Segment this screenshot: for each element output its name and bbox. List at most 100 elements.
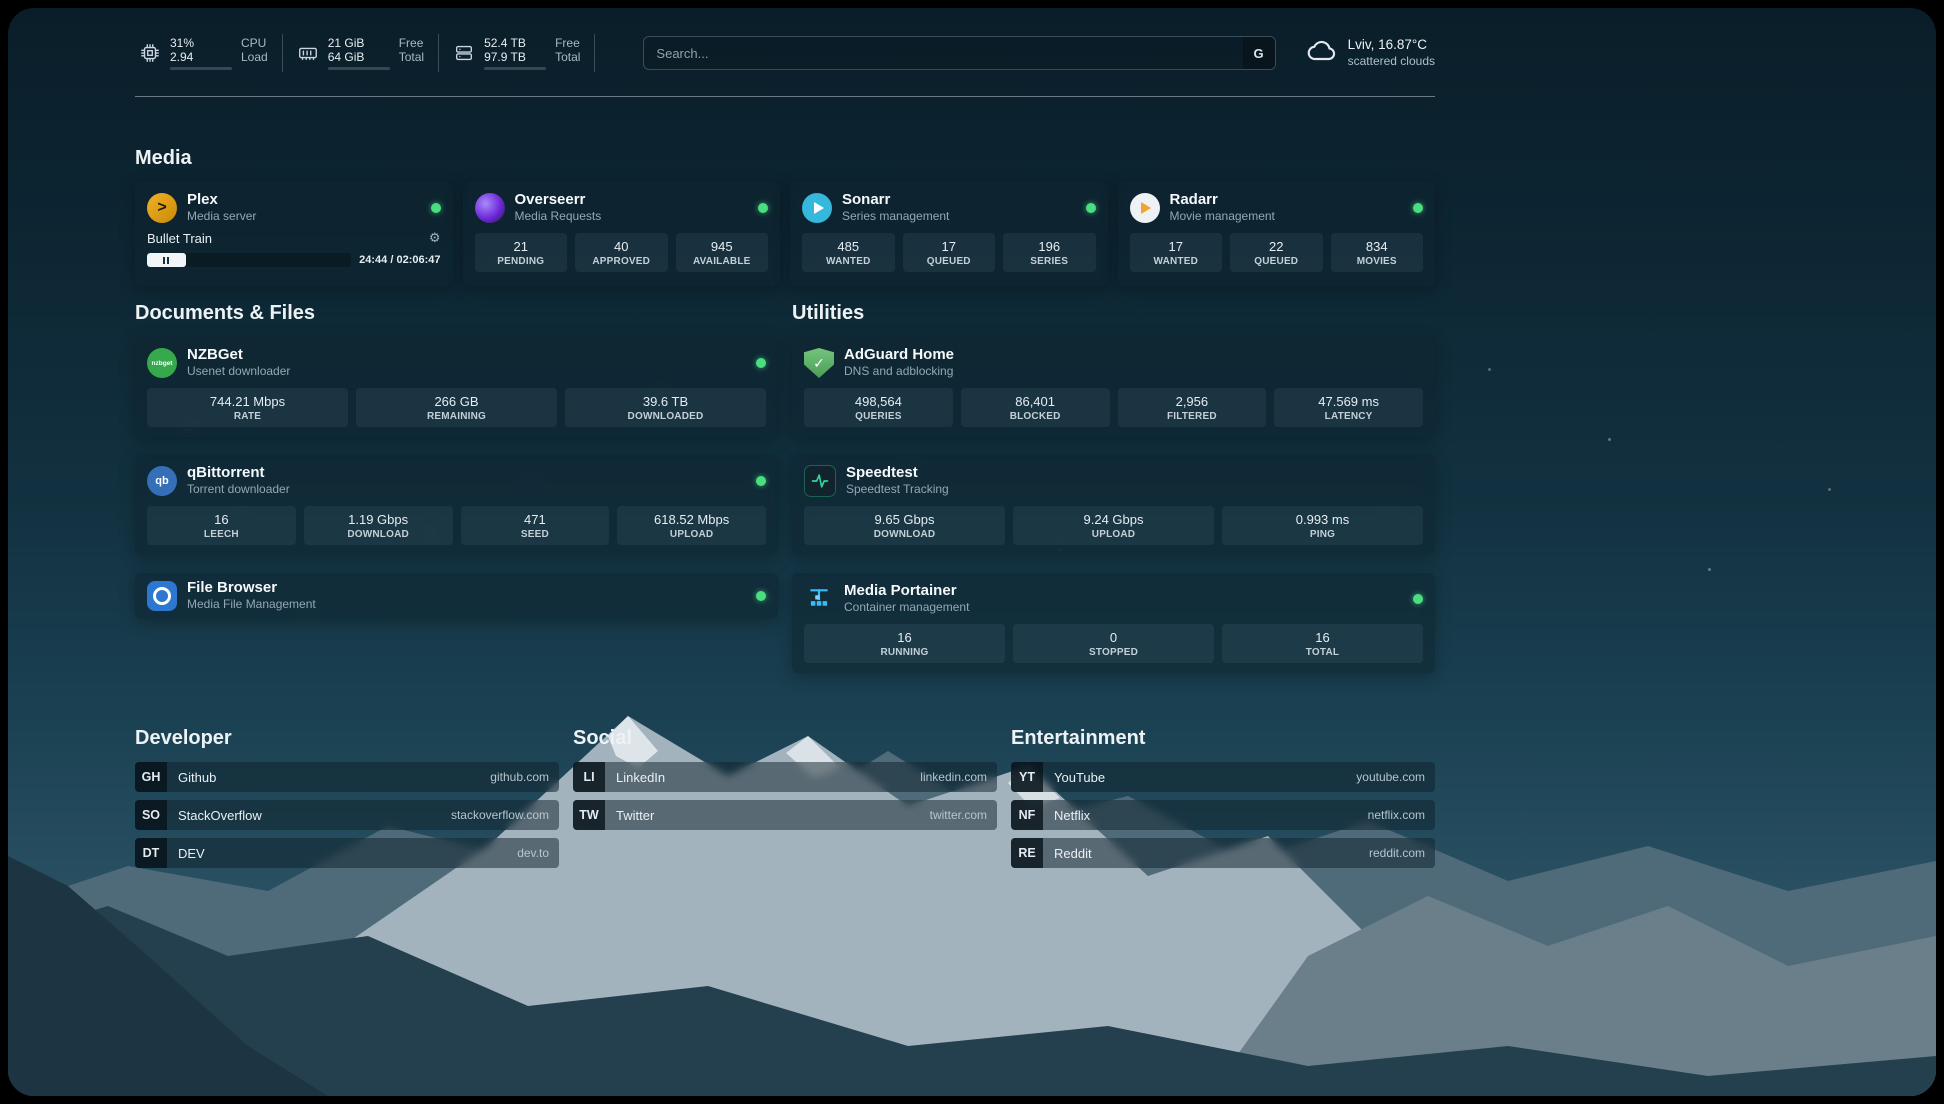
bookmark-stackoverflow[interactable]: SO StackOverflow stackoverflow.com	[135, 800, 559, 830]
service-description: Media Requests	[515, 208, 602, 224]
service-description: Movie management	[1170, 208, 1275, 224]
documents-section-title: Documents & Files	[135, 302, 778, 325]
ram-resource-widget: 21 GiB 64 GiB Free Total	[297, 34, 439, 72]
service-card-radarr[interactable]: Radarr Movie management 17 WANTED 22 QUE…	[1118, 182, 1436, 286]
stat-value: 945	[678, 238, 767, 255]
bookmark-reddit[interactable]: RE Reddit reddit.com	[1011, 838, 1435, 868]
search-input[interactable]	[644, 37, 1242, 69]
bookmark-url: github.com	[490, 770, 549, 784]
stat-box: 485 WANTED	[802, 233, 895, 272]
bookmark-github[interactable]: GH Github github.com	[135, 762, 559, 792]
service-card-qbittorrent[interactable]: qb qBittorrent Torrent downloader 16	[135, 455, 778, 555]
bookmark-name: Twitter	[616, 808, 930, 823]
cpu-chip-icon	[139, 42, 161, 64]
stat-label: WANTED	[804, 255, 893, 268]
stat-value: 17	[905, 238, 994, 255]
stat-value: 22	[1232, 238, 1321, 255]
weather-widget[interactable]: Lviv, 16.87°C scattered clouds	[1306, 35, 1435, 72]
playback-progress-bar[interactable]	[147, 253, 351, 267]
cpu-label-top: CPU	[241, 36, 268, 50]
bookmark-twitter[interactable]: TW Twitter twitter.com	[573, 800, 997, 830]
ram-total-value: 64 GiB	[328, 50, 365, 64]
social-bookmarks-column: Social LI LinkedIn linkedin.com TW Twitt…	[573, 727, 997, 868]
bookmark-dev[interactable]: DT DEV dev.to	[135, 838, 559, 868]
bookmark-abbr: RE	[1011, 838, 1043, 868]
bookmark-linkedin[interactable]: LI LinkedIn linkedin.com	[573, 762, 997, 792]
service-card-plex[interactable]: Plex Media server Bullet Train 24:44 / 0…	[135, 182, 453, 286]
service-name: Plex	[187, 192, 256, 208]
stat-box: 945 AVAILABLE	[676, 233, 769, 272]
pause-icon[interactable]	[147, 253, 186, 267]
stat-value: 0	[1015, 629, 1212, 646]
stat-value: 86,401	[963, 393, 1108, 410]
service-card-nzbget[interactable]: nzbget NZBGet Usenet downloader 744.21 M…	[135, 337, 778, 437]
cpu-labels: CPU Load	[241, 36, 268, 70]
stat-label: SEED	[463, 528, 608, 541]
adguard-shield-icon	[804, 348, 834, 378]
stat-label: RATE	[149, 410, 346, 423]
media-section-title: Media	[135, 147, 1435, 170]
cpu-values: 31% 2.94	[170, 36, 232, 70]
media-cards-row: Plex Media server Bullet Train 24:44 / 0…	[135, 182, 1435, 286]
stat-box: 16 LEECH	[147, 506, 296, 545]
service-card-filebrowser[interactable]: File Browser Media File Management	[135, 573, 778, 619]
ram-usage-bar	[328, 67, 390, 70]
stat-value: 17	[1132, 238, 1221, 255]
disk-labels: Free Total	[555, 36, 580, 70]
service-card-adguard[interactable]: AdGuard Home DNS and adblocking 498,564 …	[792, 337, 1435, 437]
stat-label: APPROVED	[577, 255, 666, 268]
stat-value: 1.19 Gbps	[306, 511, 451, 528]
service-description: Media server	[187, 208, 256, 224]
disk-resource-widget: 52.4 TB 97.9 TB Free Total	[453, 34, 595, 72]
status-online-dot	[756, 476, 766, 486]
stat-box: 0.993 ms PING	[1222, 506, 1423, 545]
bookmark-url: twitter.com	[930, 808, 987, 822]
service-name: Media Portainer	[844, 583, 969, 599]
stat-box: 471 SEED	[461, 506, 610, 545]
stat-box: 9.65 Gbps DOWNLOAD	[804, 506, 1005, 545]
service-name: qBittorrent	[187, 465, 290, 481]
disk-values: 52.4 TB 97.9 TB	[484, 36, 546, 70]
bookmark-url: dev.to	[517, 846, 549, 860]
stat-value: 47.569 ms	[1276, 393, 1421, 410]
bookmark-name: LinkedIn	[616, 770, 920, 785]
disk-label-bottom: Total	[555, 50, 580, 64]
now-playing-title: Bullet Train	[147, 231, 429, 246]
status-online-dot	[1086, 203, 1096, 213]
bookmark-abbr: GH	[135, 762, 167, 792]
service-card-overseerr[interactable]: Overseerr Media Requests 21 PENDING 40 A…	[463, 182, 781, 286]
bookmark-netflix[interactable]: NF Netflix netflix.com	[1011, 800, 1435, 830]
stat-box: 47.569 ms LATENCY	[1274, 388, 1423, 427]
search-provider-button[interactable]: G	[1243, 37, 1275, 69]
service-description: Media File Management	[187, 596, 316, 612]
stat-label: FILTERED	[1120, 410, 1265, 423]
status-online-dot	[758, 203, 768, 213]
search-bar: G	[643, 36, 1275, 70]
stat-box: 266 GB REMAINING	[356, 388, 557, 427]
stat-label: MOVIES	[1333, 255, 1422, 268]
bookmark-abbr: NF	[1011, 800, 1043, 830]
entertainment-section-title: Entertainment	[1011, 727, 1435, 750]
speedtest-pulse-icon	[804, 465, 836, 497]
gear-icon[interactable]	[429, 230, 441, 246]
stat-value: 485	[804, 238, 893, 255]
bookmark-youtube[interactable]: YT YouTube youtube.com	[1011, 762, 1435, 792]
ram-memory-icon	[297, 42, 319, 64]
bookmark-url: youtube.com	[1356, 770, 1425, 784]
stat-label: RUNNING	[806, 646, 1003, 659]
service-description: Usenet downloader	[187, 363, 290, 379]
ram-label-bottom: Total	[399, 50, 424, 64]
service-card-sonarr[interactable]: Sonarr Series management 485 WANTED 17 Q…	[790, 182, 1108, 286]
disk-label-top: Free	[555, 36, 580, 50]
service-card-portainer[interactable]: Media Portainer Container management 16 …	[792, 573, 1435, 673]
stat-label: SERIES	[1005, 255, 1094, 268]
stat-value: 834	[1333, 238, 1422, 255]
documents-column: Documents & Files nzbget NZBGet Usenet d…	[135, 302, 778, 673]
stat-value: 9.24 Gbps	[1015, 511, 1212, 528]
weather-location: Lviv, 16.87°C	[1348, 37, 1435, 53]
stat-box: 2,956 FILTERED	[1118, 388, 1267, 427]
bookmark-url: netflix.com	[1368, 808, 1425, 822]
stat-value: 744.21 Mbps	[149, 393, 346, 410]
service-card-speedtest[interactable]: Speedtest Speedtest Tracking 9.65 Gbps D…	[792, 455, 1435, 555]
bookmark-url: reddit.com	[1369, 846, 1425, 860]
